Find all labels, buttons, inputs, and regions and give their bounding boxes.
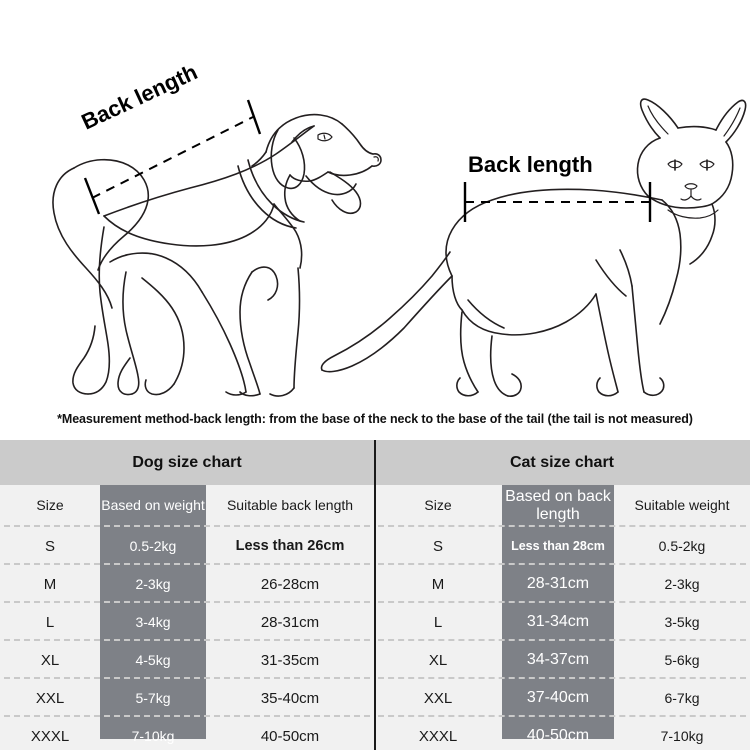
cat-illustration: Back length [320,98,747,397]
cell-weight: 2-3kg [664,576,700,592]
cell-back-length: 26-28cm [260,575,320,593]
table-row: XL 34-37cm 5-6kg [374,641,750,679]
dog-dimension-cap-left [83,177,101,215]
table-header-row: Size Based on back length Suitable weigh… [374,485,750,527]
cell-weight: 0.5-2kg [129,538,177,554]
cell-weight: 3-5kg [664,614,700,630]
table-row: S 0.5-2kg Less than 26cm [0,527,374,565]
cell-back-length: 31-35cm [260,651,320,669]
table-row: XXXL 40-50cm 7-10kg [374,717,750,750]
cell-back-length: 40-50cm [260,727,320,745]
dog-back-length-label: Back length [78,59,202,134]
dog-size-chart-body: Size Based on weight Suitable back lengt… [0,485,374,750]
cell-size: L [45,613,55,631]
cell-weight: 4-5kg [135,652,171,668]
cell-size: XXL [35,689,65,707]
cell-weight: 0.5-2kg [658,538,706,554]
cell-size: M [431,575,445,593]
cell-back-length: 28-31cm [526,575,590,592]
dog-illustration: Back length [52,59,382,397]
table-header-row: Size Based on weight Suitable back lengt… [0,485,374,527]
cell-back-length: Less than 26cm [235,538,345,554]
cell-size: S [44,537,55,555]
measurement-note: *Measurement method-back length: from th… [0,398,750,440]
column-header-size: Size [424,497,452,514]
pet-illustrations-svg: Back length [52,59,747,397]
column-header-suitable-back-length: Suitable back length [226,497,354,514]
table-row: M 2-3kg 26-28cm [0,565,374,603]
size-charts-container: Dog size chart Size Based on weight Suit… [0,440,750,750]
cat-size-chart: Cat size chart Size Based on back length… [374,440,750,750]
table-row: S Less than 28cm 0.5-2kg [374,527,750,565]
cell-size: L [433,613,443,631]
cell-back-length: 40-50cm [526,727,590,744]
dog-size-chart-rows: Size Based on weight Suitable back lengt… [0,485,374,750]
cell-weight: 3-4kg [135,614,171,630]
cell-weight: 5-7kg [135,690,171,706]
column-header-based-on-back-length: Based on back length [505,488,611,523]
column-header-suitable-weight: Suitable weight [634,497,730,514]
column-header-based-on-weight: Based on weight [101,497,205,514]
cell-size: XXXL [30,727,70,745]
table-row: L 31-34cm 3-5kg [374,603,750,641]
cat-highlight-column [502,485,614,739]
cell-size: XL [40,651,60,669]
cell-weight: 2-3kg [135,576,171,592]
table-row: L 3-4kg 28-31cm [0,603,374,641]
column-header-size: Size [36,497,64,514]
cell-back-length: 31-34cm [526,613,590,630]
cell-weight: 6-7kg [664,690,700,706]
dog-dimension-line [91,116,254,199]
cell-back-length: 37-40cm [526,689,590,706]
dog-highlight-column [100,485,206,739]
dog-size-chart-title: Dog size chart [0,440,374,485]
cell-back-length: 28-31cm [260,613,320,631]
cell-size: M [43,575,57,593]
cat-back-length-label: Back length [468,152,593,177]
illustration-panel: Back length [52,59,747,397]
table-row: XXXL 7-10kg 40-50cm [0,717,374,750]
cat-size-chart-title: Cat size chart [374,440,750,485]
table-row: XL 4-5kg 31-35cm [0,641,374,679]
cat-size-chart-body: Size Based on back length Suitable weigh… [374,485,750,750]
table-row: XXL 37-40cm 6-7kg [374,679,750,717]
cell-size: XXXL [418,727,458,745]
cat-size-chart-rows: Size Based on back length Suitable weigh… [374,485,750,750]
cell-weight: 7-10kg [131,728,175,744]
cell-back-length: 35-40cm [260,689,320,707]
table-row: XXL 5-7kg 35-40cm [0,679,374,717]
table-row: M 28-31cm 2-3kg [374,565,750,603]
dog-size-chart: Dog size chart Size Based on weight Suit… [0,440,374,750]
cell-weight: 7-10kg [660,728,704,744]
cell-size: S [432,537,443,555]
cell-size: XXL [423,689,453,707]
cell-back-length: 34-37cm [526,651,590,668]
cell-back-length: Less than 28cm [511,539,605,553]
measurement-note-text: *Measurement method-back length: from th… [57,412,693,426]
cell-size: XL [428,651,448,669]
charts-divider [374,440,376,750]
dog-dimension-cap-right [246,99,262,135]
cell-weight: 5-6kg [664,652,700,668]
